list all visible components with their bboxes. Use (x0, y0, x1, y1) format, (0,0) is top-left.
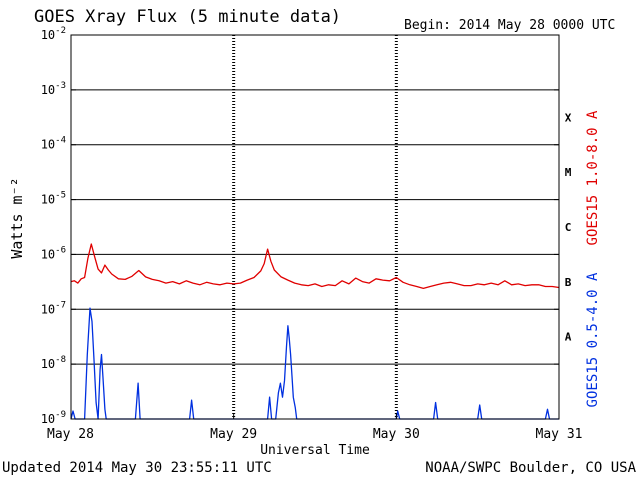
legend-long-channel: GOES15 1.0-8.0 A (585, 110, 601, 245)
begin-label: Begin: (404, 18, 451, 33)
series-long-channel-line (70, 243, 560, 290)
y-tick-label: 10-5 (41, 191, 66, 207)
series-short-channel-line (70, 307, 559, 420)
x-axis-label: Universal Time (260, 443, 370, 458)
flare-class-label: X (565, 111, 572, 124)
y-tick-label: 10-3 (41, 81, 66, 97)
flare-class-label: A (565, 331, 572, 344)
y-tick-label: 10-9 (41, 410, 66, 426)
y-tick-label: 10-8 (41, 355, 66, 371)
begin-value: 2014 May 28 0000 UTC (458, 18, 616, 33)
y-tick-label: 10-6 (41, 245, 66, 261)
flare-class-label: M (565, 166, 572, 179)
plot-frame (70, 34, 560, 420)
flare-class-label: C (565, 221, 572, 234)
x-tick-label: May 28 (47, 427, 94, 442)
updated-timestamp: Updated 2014 May 30 23:55:11 UTC (2, 460, 272, 476)
chart-title: GOES Xray Flux (5 minute data) (34, 7, 342, 27)
begin-label-group: Begin: 2014 May 28 0000 UTC (404, 18, 615, 33)
y-axis-label: Watts m⁻² (8, 177, 26, 258)
credit-text: NOAA/SWPC Boulder, CO USA (425, 460, 636, 476)
y-tick-label: 10-7 (41, 300, 66, 316)
flare-class-label: B (565, 276, 572, 289)
legend-short-channel: GOES15 0.5-4.0 A (585, 272, 601, 407)
y-tick-label: 10-2 (41, 26, 66, 42)
x-tick-label: May 30 (373, 427, 420, 442)
x-tick-label: May 31 (536, 427, 583, 442)
y-tick-label: 10-4 (41, 136, 66, 152)
x-tick-label: May 29 (210, 427, 257, 442)
